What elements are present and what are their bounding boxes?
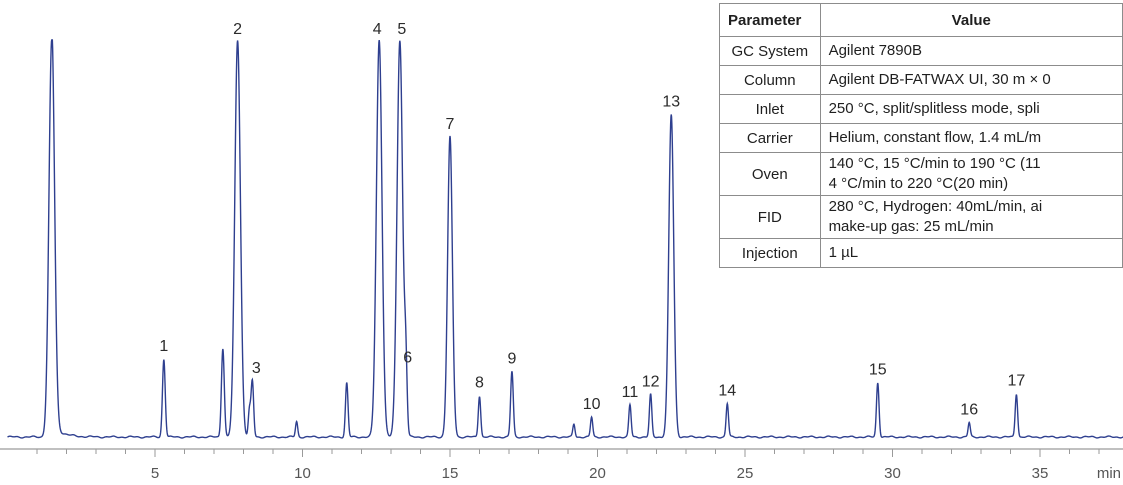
peak-label-10: 10 [583,396,601,413]
parameter-table-panel: Parameter Value GC System Agilent 7890B Co… [719,0,1123,330]
param-name-cell: Oven [719,152,821,196]
table-row: Column Agilent DB-FATWAX UI, 30 m × 0 [719,65,1123,95]
parameter-table: Parameter Value GC System Agilent 7890B Co… [719,3,1123,268]
trace-layer [7,39,1123,439]
param-name-cell: Column [719,65,821,95]
x-unit-label: min [1097,465,1121,482]
table-body: GC System Agilent 7890B Column Agilent DB-F… [719,36,1123,268]
param-value-cell: Helium, constant flow, 1.4 mL/m [819,123,1123,153]
peak-label-2: 2 [233,21,242,38]
peak-label-4: 4 [373,21,382,38]
x-tick-label: 5 [151,465,159,482]
table-row: GC System Agilent 7890B [719,36,1123,66]
peak-label-16: 16 [960,402,978,419]
peak-label-12: 12 [642,374,660,391]
chromatogram-trace [7,39,1123,439]
peak-label-3: 3 [252,360,261,377]
peak-label-1: 1 [159,338,168,355]
peak-label-14: 14 [718,383,736,400]
table-row: Carrier Helium, constant flow, 1.4 mL/m [719,123,1123,153]
param-name-cell: Inlet [719,94,821,124]
param-value-cell: Agilent DB-FATWAX UI, 30 m × 0 [819,65,1123,95]
param-value-line: 1 µL [828,244,859,261]
param-value-cell: Agilent 7890B [819,36,1123,66]
x-tick-label: 25 [737,465,754,482]
param-value-cell: 250 °C, split/splitless mode, spli [819,94,1123,124]
peak-label-15: 15 [869,362,887,379]
peak-label-5: 5 [397,21,406,38]
x-tick-label: 20 [589,465,606,482]
peak-label-17: 17 [1008,373,1026,390]
peak-label-11: 11 [622,384,639,401]
param-value-line: Agilent DB-FATWAX UI, 30 m × 0 [828,71,1051,88]
param-value-line: make-up gas: 25 mL/min [828,218,994,235]
header-parameter: Parameter [719,3,821,37]
param-value-cell: 140 °C, 15 °C/min to 190 °C (11 4 °C/min … [819,152,1123,196]
x-tick-label: 30 [884,465,901,482]
param-name-cell: FID [719,195,821,239]
table-row: FID 280 °C, Hydrogen: 40mL/min, ai make-up… [719,195,1123,239]
param-name-cell: Carrier [719,123,821,153]
peak-label-13: 13 [662,94,680,111]
param-value-cell: 280 °C, Hydrogen: 40mL/min, ai make-up ga… [819,195,1123,239]
x-tick-label: 15 [442,465,459,482]
x-tick-label: 10 [294,465,311,482]
x-axis: 5 10 15 20 25 30 35 min [0,448,1123,482]
table-row: Injection 1 µL [719,238,1123,268]
param-value-line: Agilent 7890B [828,42,922,59]
x-tick-label: 35 [1032,465,1049,482]
param-name-cell: GC System [719,36,821,66]
peak-label-6: 6 [403,350,412,367]
peak-label-8: 8 [475,375,484,392]
param-value-line: 4 °C/min to 220 °C(20 min) [828,175,1009,192]
peak-label-7: 7 [446,116,455,133]
param-value-line: 250 °C, split/splitless mode, spli [828,100,1040,117]
param-name-cell: Injection [719,238,821,268]
param-value-line: 280 °C, Hydrogen: 40mL/min, ai [828,198,1043,215]
table-row: Oven 140 °C, 15 °C/min to 190 °C (11 4 °C/… [719,152,1123,196]
header-value: Value [819,3,1123,37]
table-row: Inlet 250 °C, split/splitless mode, spli [719,94,1123,124]
peak-label-9: 9 [507,350,516,367]
param-value-line: Helium, constant flow, 1.4 mL/m [828,129,1042,146]
param-value-cell: 1 µL [819,238,1123,268]
table-header-row: Parameter Value [719,3,1123,37]
param-value-line: 140 °C, 15 °C/min to 190 °C (11 [828,155,1041,172]
